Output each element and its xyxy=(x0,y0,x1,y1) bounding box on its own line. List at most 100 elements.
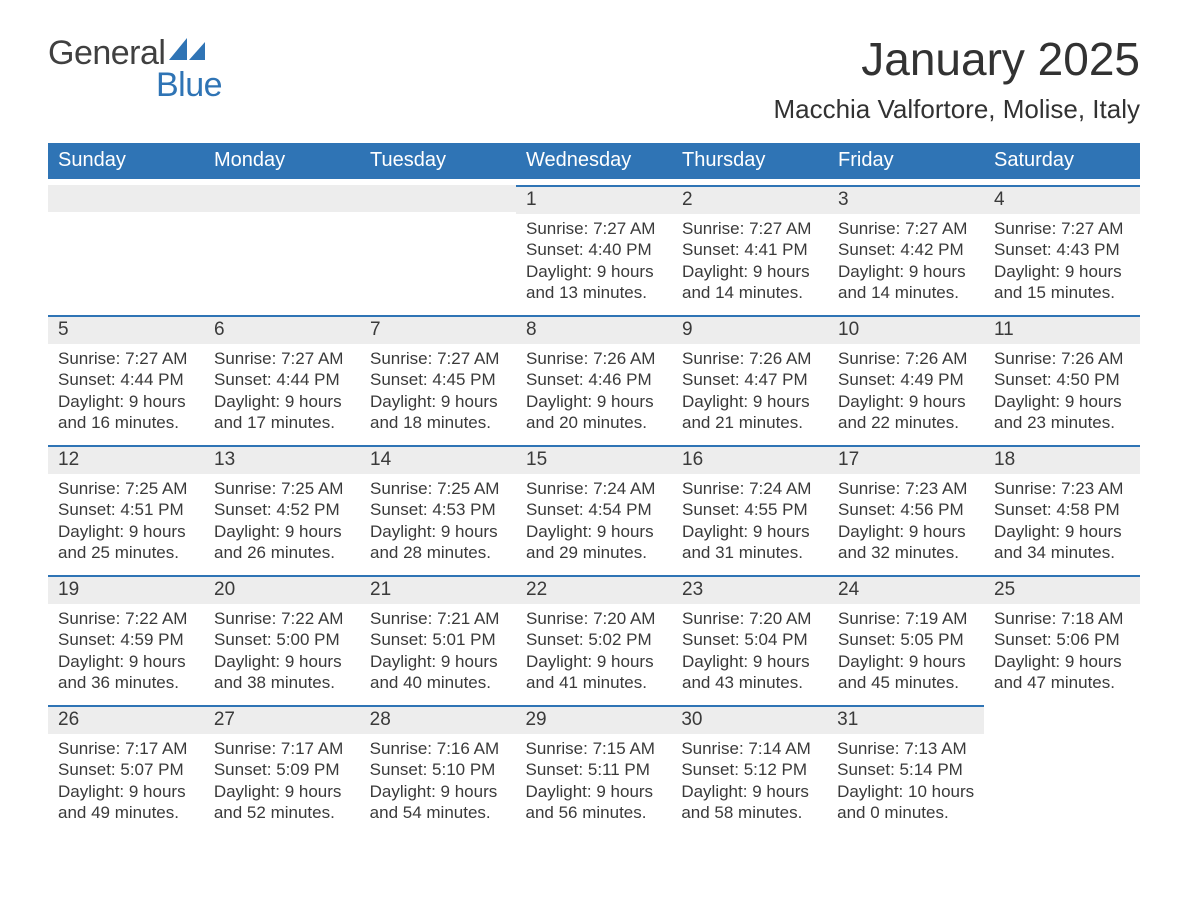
sunrise-value: 7:16 AM xyxy=(437,739,499,758)
day-cell: 29Sunrise: 7:15 AMSunset: 5:11 PMDayligh… xyxy=(515,705,671,829)
daylight-label: Daylight: xyxy=(838,522,909,541)
daylight-and: and xyxy=(370,413,403,432)
sunset-value: 4:56 PM xyxy=(900,500,963,519)
day-number-bar: 7 xyxy=(360,315,516,344)
sunrise-value: 7:15 AM xyxy=(593,739,655,758)
day-number-bar: 3 xyxy=(828,185,984,214)
sunset-line: Sunset: 5:12 PM xyxy=(681,759,817,780)
sunrise-label: Sunrise: xyxy=(838,479,905,498)
daylight-minutes-suffix: minutes. xyxy=(733,803,802,822)
sunset-line: Sunset: 4:58 PM xyxy=(994,499,1130,520)
daylight-minutes-suffix: minutes. xyxy=(1046,543,1115,562)
day-cell: 13Sunrise: 7:25 AMSunset: 4:52 PMDayligh… xyxy=(204,445,360,569)
sunrise-label: Sunrise: xyxy=(370,739,437,758)
sunrise-label: Sunrise: xyxy=(370,479,437,498)
sunset-label: Sunset: xyxy=(994,500,1056,519)
sunset-line: Sunset: 4:55 PM xyxy=(682,499,818,520)
sunrise-value: 7:27 AM xyxy=(437,349,499,368)
sunrise-value: 7:13 AM xyxy=(904,739,966,758)
day-body: Sunrise: 7:25 AMSunset: 4:52 PMDaylight:… xyxy=(204,474,360,563)
sunrise-line: Sunrise: 7:23 AM xyxy=(994,478,1130,499)
sunset-line: Sunset: 5:02 PM xyxy=(526,629,662,650)
daylight-minutes: 34 xyxy=(1027,543,1046,562)
sunset-line: Sunset: 4:44 PM xyxy=(58,369,194,390)
sunrise-label: Sunrise: xyxy=(838,349,905,368)
day-body: Sunrise: 7:23 AMSunset: 4:56 PM Daylight:… xyxy=(828,474,984,563)
day-cell: 9Sunrise: 7:26 AMSunset: 4:47 PMDaylight… xyxy=(672,315,828,439)
daylight-minutes-suffix: minutes. xyxy=(578,803,647,822)
daylight-minutes: 56 xyxy=(559,803,578,822)
daylight-minutes: 49 xyxy=(91,803,110,822)
daylight-label: Daylight: xyxy=(526,522,597,541)
daylight-line-2: and 14 minutes. xyxy=(682,282,818,303)
daylight-minutes-suffix: minutes. xyxy=(110,673,179,692)
daylight-label: Daylight: xyxy=(682,522,753,541)
day-body: Sunrise: 7:23 AMSunset: 4:58 PMDaylight:… xyxy=(984,474,1140,563)
daylight-label: Daylight: xyxy=(526,262,597,281)
day-number-bar: 4 xyxy=(984,185,1140,214)
daylight-hours: 9 hours xyxy=(441,782,498,801)
sunrise-label: Sunrise: xyxy=(58,349,125,368)
sunset-label: Sunset: xyxy=(682,500,744,519)
daylight-hours: 9 hours xyxy=(285,522,342,541)
logo: General Blue xyxy=(48,32,222,101)
sunrise-label: Sunrise: xyxy=(526,609,593,628)
day-cell: 10Sunrise: 7:26 AMSunset: 4:49 PMDayligh… xyxy=(828,315,984,439)
day-number-bar: 6 xyxy=(204,315,360,344)
sunset-value: 4:45 PM xyxy=(432,370,495,389)
sunrise-value: 7:26 AM xyxy=(1061,349,1123,368)
daylight-line-2: and 23 minutes. xyxy=(994,412,1130,433)
day-cell: 30Sunrise: 7:14 AMSunset: 5:12 PMDayligh… xyxy=(671,705,827,829)
day-number-bar: 17 xyxy=(828,445,984,474)
location-subtitle: Macchia Valfortore, Molise, Italy xyxy=(773,94,1140,125)
sunset-label: Sunset: xyxy=(214,370,276,389)
daylight-minutes-suffix: minutes. xyxy=(110,413,179,432)
sunrise-line: Sunrise: 7:14 AM xyxy=(681,738,817,759)
daylight-and: and xyxy=(58,803,91,822)
daylight-minutes: 52 xyxy=(247,803,266,822)
daylight-minutes: 16 xyxy=(91,413,110,432)
daylight-line-1: Daylight: 9 hours xyxy=(526,651,662,672)
day-number-bar: 15 xyxy=(516,445,672,474)
daylight-minutes: 54 xyxy=(403,803,422,822)
daylight-line-1: Daylight: 9 hours xyxy=(214,781,350,802)
week-row: 26Sunrise: 7:17 AMSunset: 5:07 PMDayligh… xyxy=(48,705,1140,829)
daylight-hours: 9 hours xyxy=(1065,522,1122,541)
sunset-value: 4:50 PM xyxy=(1056,370,1119,389)
daylight-hours: 9 hours xyxy=(441,392,498,411)
week-row: 1Sunrise: 7:27 AMSunset: 4:40 PMDaylight… xyxy=(48,185,1140,309)
sunrise-label: Sunrise: xyxy=(370,609,437,628)
sunrise-line: Sunrise: 7:23 AM xyxy=(838,478,974,499)
daylight-line-2: and 16 minutes. xyxy=(58,412,194,433)
sunrise-value: 7:22 AM xyxy=(281,609,343,628)
day-cell: 4Sunrise: 7:27 AMSunset: 4:43 PMDaylight… xyxy=(984,185,1140,309)
day-number-bar: 2 xyxy=(672,185,828,214)
day-number-bar: 11 xyxy=(984,315,1140,344)
day-cell xyxy=(48,185,204,309)
daylight-hours: 9 hours xyxy=(909,652,966,671)
daylight-line-1: Daylight: 9 hours xyxy=(994,261,1130,282)
daylight-label: Daylight: xyxy=(58,522,129,541)
daylight-label: Daylight: xyxy=(214,522,285,541)
page: General Blue January 2025 Macchia Valfor… xyxy=(0,0,1188,869)
daylight-minutes-suffix: minutes. xyxy=(578,413,647,432)
daylight-hours: 9 hours xyxy=(752,782,809,801)
week-row: 19Sunrise: 7:22 AMSunset: 4:59 PMDayligh… xyxy=(48,575,1140,699)
sunset-value: 4:55 PM xyxy=(744,500,807,519)
day-body: Sunrise: 7:22 AMSunset: 4:59 PMDaylight:… xyxy=(48,604,204,693)
day-body: Sunrise: 7:16 AMSunset: 5:10 PMDaylight:… xyxy=(360,734,516,823)
day-number-bar: 18 xyxy=(984,445,1140,474)
day-cell: 23Sunrise: 7:20 AMSunset: 5:04 PMDayligh… xyxy=(672,575,828,699)
daylight-hours: 9 hours xyxy=(129,392,186,411)
sunset-label: Sunset: xyxy=(838,500,900,519)
daylight-minutes-suffix: minutes. xyxy=(110,803,179,822)
day-cell: 31Sunrise: 7:13 AMSunset: 5:14 PMDayligh… xyxy=(827,705,984,829)
day-cell: 28Sunrise: 7:16 AMSunset: 5:10 PMDayligh… xyxy=(360,705,516,829)
header-cell-sunday: Sunday xyxy=(48,143,204,179)
daylight-label: Daylight: xyxy=(370,392,441,411)
daylight-minutes-suffix: minutes. xyxy=(422,413,491,432)
sunrise-value: 7:25 AM xyxy=(125,479,187,498)
sunset-label: Sunset: xyxy=(994,240,1056,259)
sunset-line: Sunset: 4:53 PM xyxy=(370,499,506,520)
day-number-bar: 30 xyxy=(671,705,827,734)
